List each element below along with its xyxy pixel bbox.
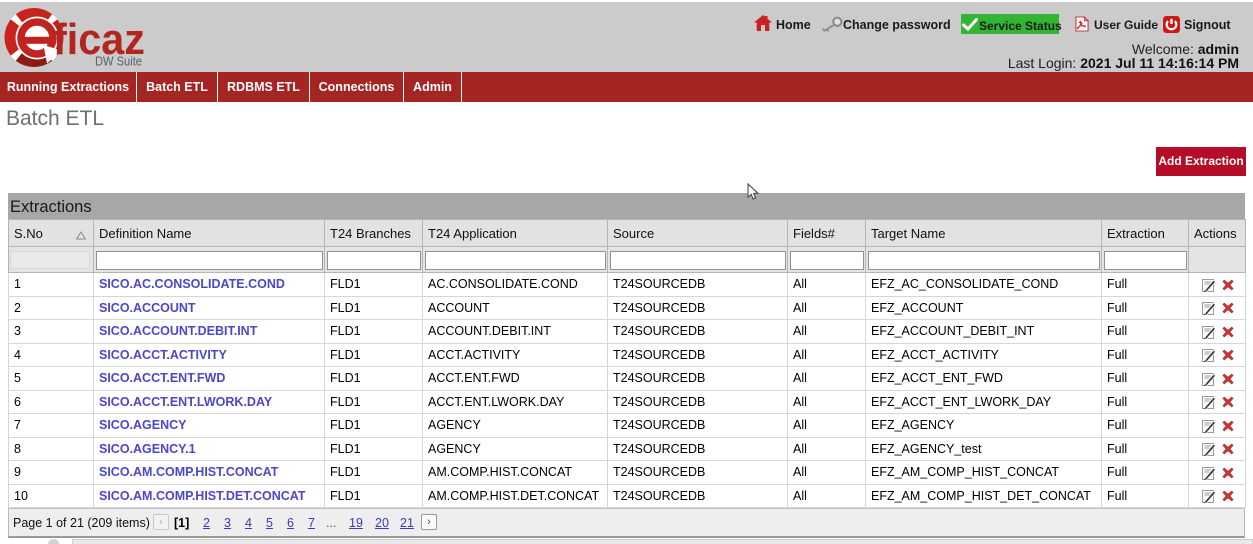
svg-text:DW Suite: DW Suite	[95, 55, 142, 69]
svg-text:ficaz: ficaz	[53, 15, 145, 64]
